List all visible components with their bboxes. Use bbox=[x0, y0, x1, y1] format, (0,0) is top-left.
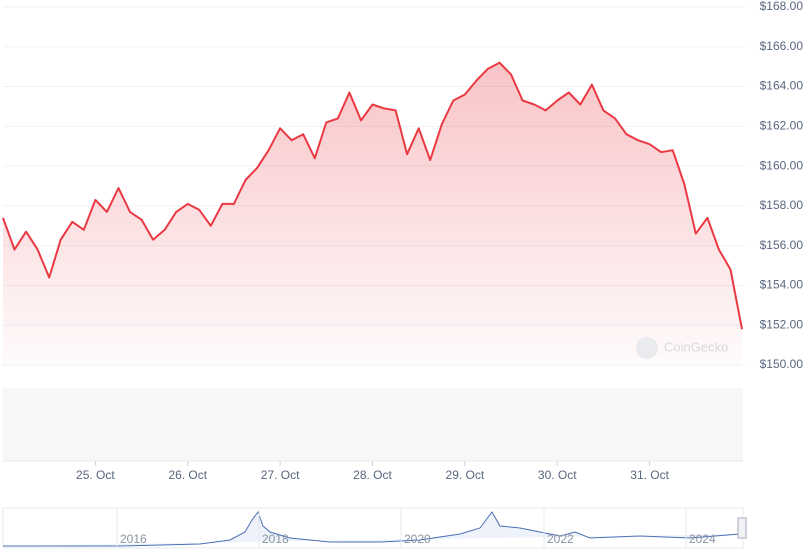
x-tick-label: 26. Oct bbox=[168, 468, 207, 482]
navigator-label: 2016 bbox=[120, 532, 147, 546]
volume-band bbox=[3, 388, 743, 461]
y-tick-label: $160.00 bbox=[760, 158, 804, 172]
watermark-logo bbox=[636, 337, 658, 359]
y-tick-label: $158.00 bbox=[760, 198, 804, 212]
navigator-line bbox=[3, 510, 741, 547]
y-tick-label: $154.00 bbox=[760, 278, 804, 292]
navigator-label: 2024 bbox=[689, 532, 716, 546]
x-tick-label: 31. Oct bbox=[630, 468, 669, 482]
grid bbox=[3, 6, 745, 366]
x-tick-label: 30. Oct bbox=[538, 468, 577, 482]
watermark: CoinGecko bbox=[664, 339, 728, 354]
y-tick-label: $150.00 bbox=[760, 357, 804, 371]
y-tick-label: $168.00 bbox=[760, 0, 804, 13]
y-tick-label: $162.00 bbox=[760, 119, 804, 133]
price-area bbox=[3, 62, 742, 365]
x-tick-label: 27. Oct bbox=[261, 468, 300, 482]
navigator-label: 2022 bbox=[547, 532, 574, 546]
x-tick-label: 25. Oct bbox=[76, 468, 115, 482]
navigator-label: 2018 bbox=[262, 532, 289, 546]
y-tick-label: $164.00 bbox=[760, 79, 804, 93]
y-tick-label: $152.00 bbox=[760, 317, 804, 331]
x-tick-label: 29. Oct bbox=[446, 468, 485, 482]
price-line bbox=[2, 61, 743, 330]
navigator-handle[interactable] bbox=[737, 517, 747, 539]
y-tick-label: $166.00 bbox=[760, 39, 804, 53]
navigator-label: 2020 bbox=[404, 532, 431, 546]
y-tick-label: $156.00 bbox=[760, 238, 804, 252]
x-tick-label: 28. Oct bbox=[353, 468, 392, 482]
